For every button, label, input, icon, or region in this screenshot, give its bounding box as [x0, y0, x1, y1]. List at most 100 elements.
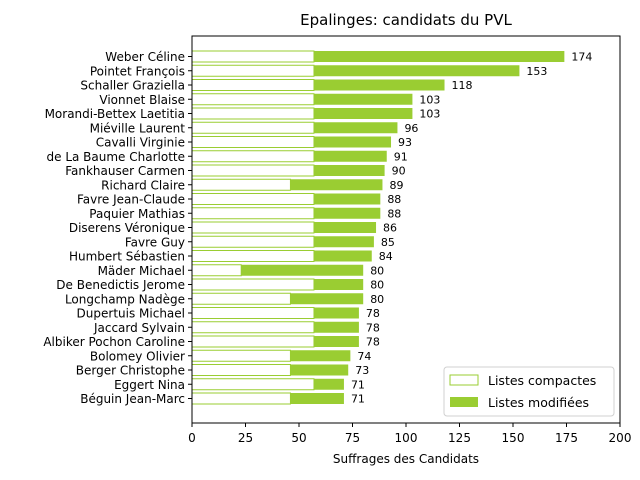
bar-modifiees: [313, 336, 359, 347]
y-tick-label: Richard Claire: [101, 178, 185, 192]
value-label: 85: [381, 236, 395, 249]
bar-modifiees: [313, 250, 372, 262]
bar-modifiees: [290, 293, 364, 305]
bar-compactes: [191, 278, 315, 291]
bar-modifiees: [313, 51, 565, 62]
value-label: 103: [419, 108, 440, 121]
x-axis: 0 25 50 75 100 125 150 175 200: [188, 423, 631, 445]
bar-compactes: [191, 207, 315, 220]
y-tick-label: Humbert Sébastien: [69, 250, 185, 264]
bar-compactes: [191, 79, 315, 91]
y-tick-label: Favre Guy: [125, 235, 185, 249]
value-label: 80: [370, 279, 384, 292]
value-label: 78: [366, 321, 380, 334]
legend-swatch-modifiees: [450, 397, 478, 407]
bar-modifiees: [313, 108, 413, 119]
value-label: 71: [351, 378, 365, 391]
value-label: 80: [370, 264, 384, 277]
bar-modifiees: [313, 279, 364, 290]
chart-title: Epalinges: candidats du PVL: [300, 11, 512, 29]
value-label: 103: [419, 93, 440, 106]
value-labels: 1741531181031039693919089888886858480808…: [351, 51, 592, 406]
bar-compactes: [191, 64, 315, 77]
legend-swatch-compactes: [449, 374, 479, 386]
bars-group: [191, 50, 565, 405]
bar-modifiees: [290, 393, 344, 404]
y-tick-label: Dupertuis Michael: [77, 307, 185, 321]
legend-label-modifiees: Listes modifiées: [488, 395, 589, 410]
x-tick-label: 125: [448, 431, 471, 445]
value-label: 80: [370, 293, 384, 306]
bar-compactes: [191, 250, 315, 262]
value-label: 91: [394, 150, 408, 163]
bar-modifiees: [313, 93, 413, 105]
bar-compactes: [191, 264, 242, 277]
value-label: 153: [526, 65, 547, 78]
bar-modifiees: [313, 165, 385, 176]
y-tick-label: Longchamp Nadège: [65, 292, 185, 306]
bar-modifiees: [290, 179, 383, 191]
bar-modifiees: [313, 307, 359, 319]
legend: Listes compactes Listes modifiées: [443, 366, 615, 417]
bar-compactes: [191, 378, 315, 391]
bar-modifiees: [313, 222, 377, 233]
value-label: 89: [389, 179, 403, 192]
bar-modifiees: [313, 207, 381, 219]
bar-compactes: [191, 235, 315, 248]
y-tick-label: De Benedictis Jerome: [56, 278, 185, 292]
bar-modifiees: [313, 65, 520, 77]
legend-frame: [443, 366, 615, 417]
bar-compactes: [191, 321, 315, 334]
bar-compactes: [191, 164, 315, 177]
bar-modifiees: [313, 136, 392, 148]
bar-modifiees: [313, 378, 344, 390]
value-label: 71: [351, 393, 365, 406]
y-tick-label: Diserens Véronique: [69, 221, 185, 235]
value-label: 86: [383, 222, 397, 235]
bar-compactes: [191, 50, 315, 63]
value-label: 84: [379, 250, 393, 263]
bar-modifiees: [313, 79, 445, 91]
bar-modifiees: [313, 122, 398, 134]
bar-modifiees: [290, 364, 349, 376]
x-tick-label: 75: [345, 431, 360, 445]
x-tick-label: 150: [502, 431, 525, 445]
bar-compactes: [191, 121, 315, 134]
bar-compactes: [191, 136, 315, 148]
y-tick-label: Fankhauser Carmen: [65, 164, 185, 178]
x-tick-label: 100: [395, 431, 418, 445]
bar-modifiees: [290, 350, 351, 362]
y-tick-label: Vionnet Blaise: [99, 93, 185, 107]
value-label: 78: [366, 336, 380, 349]
value-label: 78: [366, 307, 380, 320]
y-tick-label: de La Baume Charlotte: [47, 150, 186, 164]
value-label: 96: [404, 122, 418, 135]
value-label: 74: [357, 350, 371, 363]
y-tick-label: Miéville Laurent: [90, 121, 186, 135]
y-tick-label: Jaccard Sylvain: [93, 321, 185, 335]
y-tick-label: Paquier Mathias: [89, 207, 185, 221]
y-tick-label: Mäder Michael: [98, 264, 185, 278]
x-tick-label: 0: [188, 431, 196, 445]
legend-label-compactes: Listes compactes: [488, 373, 596, 388]
bar-compactes: [191, 335, 315, 348]
bar-compactes: [191, 349, 291, 362]
bar-compactes: [191, 221, 315, 234]
bar-compactes: [191, 307, 315, 319]
y-tick-label: Berger Christophe: [76, 364, 185, 378]
bar-modifiees: [241, 264, 364, 276]
plot-frame: [191, 35, 621, 424]
bar-compactes: [191, 292, 291, 305]
y-tick-label: Morandi-Bettex Laetitia: [45, 107, 185, 121]
value-label: 73: [355, 364, 369, 377]
bar-compactes: [191, 193, 315, 205]
value-label: 88: [387, 193, 401, 206]
x-tick-label: 25: [238, 431, 253, 445]
bar-compactes: [191, 107, 315, 120]
y-tick-label: Cavalli Virginie: [96, 136, 185, 150]
y-tick-label: Eggert Nina: [114, 378, 185, 392]
x-axis-title: Suffrages des Candidats: [333, 452, 479, 466]
value-label: 93: [398, 136, 412, 149]
